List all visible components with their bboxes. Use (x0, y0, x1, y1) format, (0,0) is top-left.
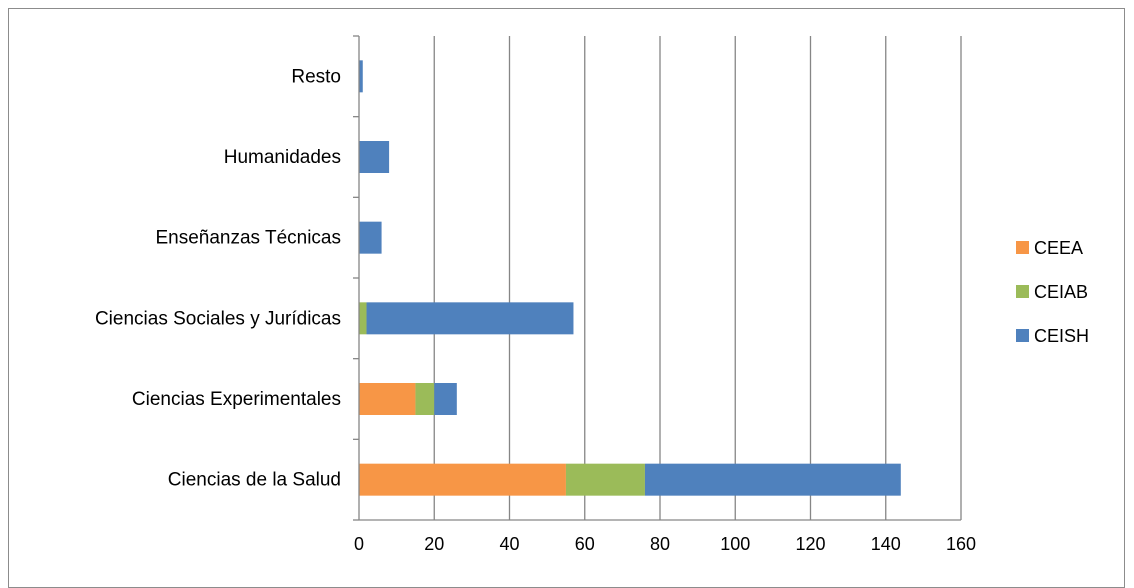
bar-ceiab-2 (359, 302, 367, 335)
x-tick-label: 160 (946, 534, 976, 554)
bar-ceish-3 (359, 221, 382, 254)
category-label: Resto (291, 66, 341, 87)
bar-ceiab-1 (415, 383, 435, 415)
bars (359, 60, 901, 496)
legend-label-ceish: CEISH (1034, 326, 1089, 346)
bar-ceish-2 (366, 302, 574, 335)
x-tick-label: 100 (720, 534, 750, 554)
axes (353, 35, 961, 521)
legend-label-ceea: CEEA (1034, 238, 1083, 258)
x-tick-label: 60 (575, 534, 595, 554)
bar-ceish-0 (644, 463, 901, 496)
x-tick-label: 140 (871, 534, 901, 554)
bar-ceish-4 (359, 141, 390, 173)
legend-swatch-ceish (1016, 329, 1029, 342)
bar-ceiab-0 (565, 463, 645, 496)
bar-ceea-0 (359, 463, 566, 496)
x-tick-label: 20 (424, 534, 444, 554)
x-tick-label: 40 (499, 534, 519, 554)
legend-label-ceiab: CEIAB (1034, 282, 1088, 302)
labels: 0 20 40 60 80 100 120 140 160 Ciencias de la Salu… (95, 66, 976, 554)
legend-swatch-ceea (1016, 241, 1029, 254)
category-label: Humanidades (224, 147, 341, 168)
category-label: Ciencias Experimentales (132, 389, 341, 410)
x-tick-label: 80 (650, 534, 670, 554)
bar-ceish-1 (434, 383, 457, 415)
legend-swatch-ceiab (1016, 285, 1029, 298)
category-label: Ciencias de la Salud (168, 470, 341, 491)
bar-ceea-1 (359, 383, 416, 415)
chart-frame: 0 20 40 60 80 100 120 140 160 Ciencias de la Salu… (8, 8, 1125, 588)
bar-ceish-5 (359, 60, 363, 93)
x-tick-label: 0 (354, 534, 364, 554)
category-label: Ciencias Sociales y Jurídicas (95, 308, 341, 329)
legend: CEEA CEIAB CEISH (1016, 238, 1089, 346)
gridlines (433, 36, 962, 520)
stacked-bar-chart: 0 20 40 60 80 100 120 140 160 Ciencias de la Salu… (95, 35, 1089, 554)
category-label: Enseñanzas Técnicas (155, 228, 341, 249)
x-tick-label: 120 (795, 534, 825, 554)
